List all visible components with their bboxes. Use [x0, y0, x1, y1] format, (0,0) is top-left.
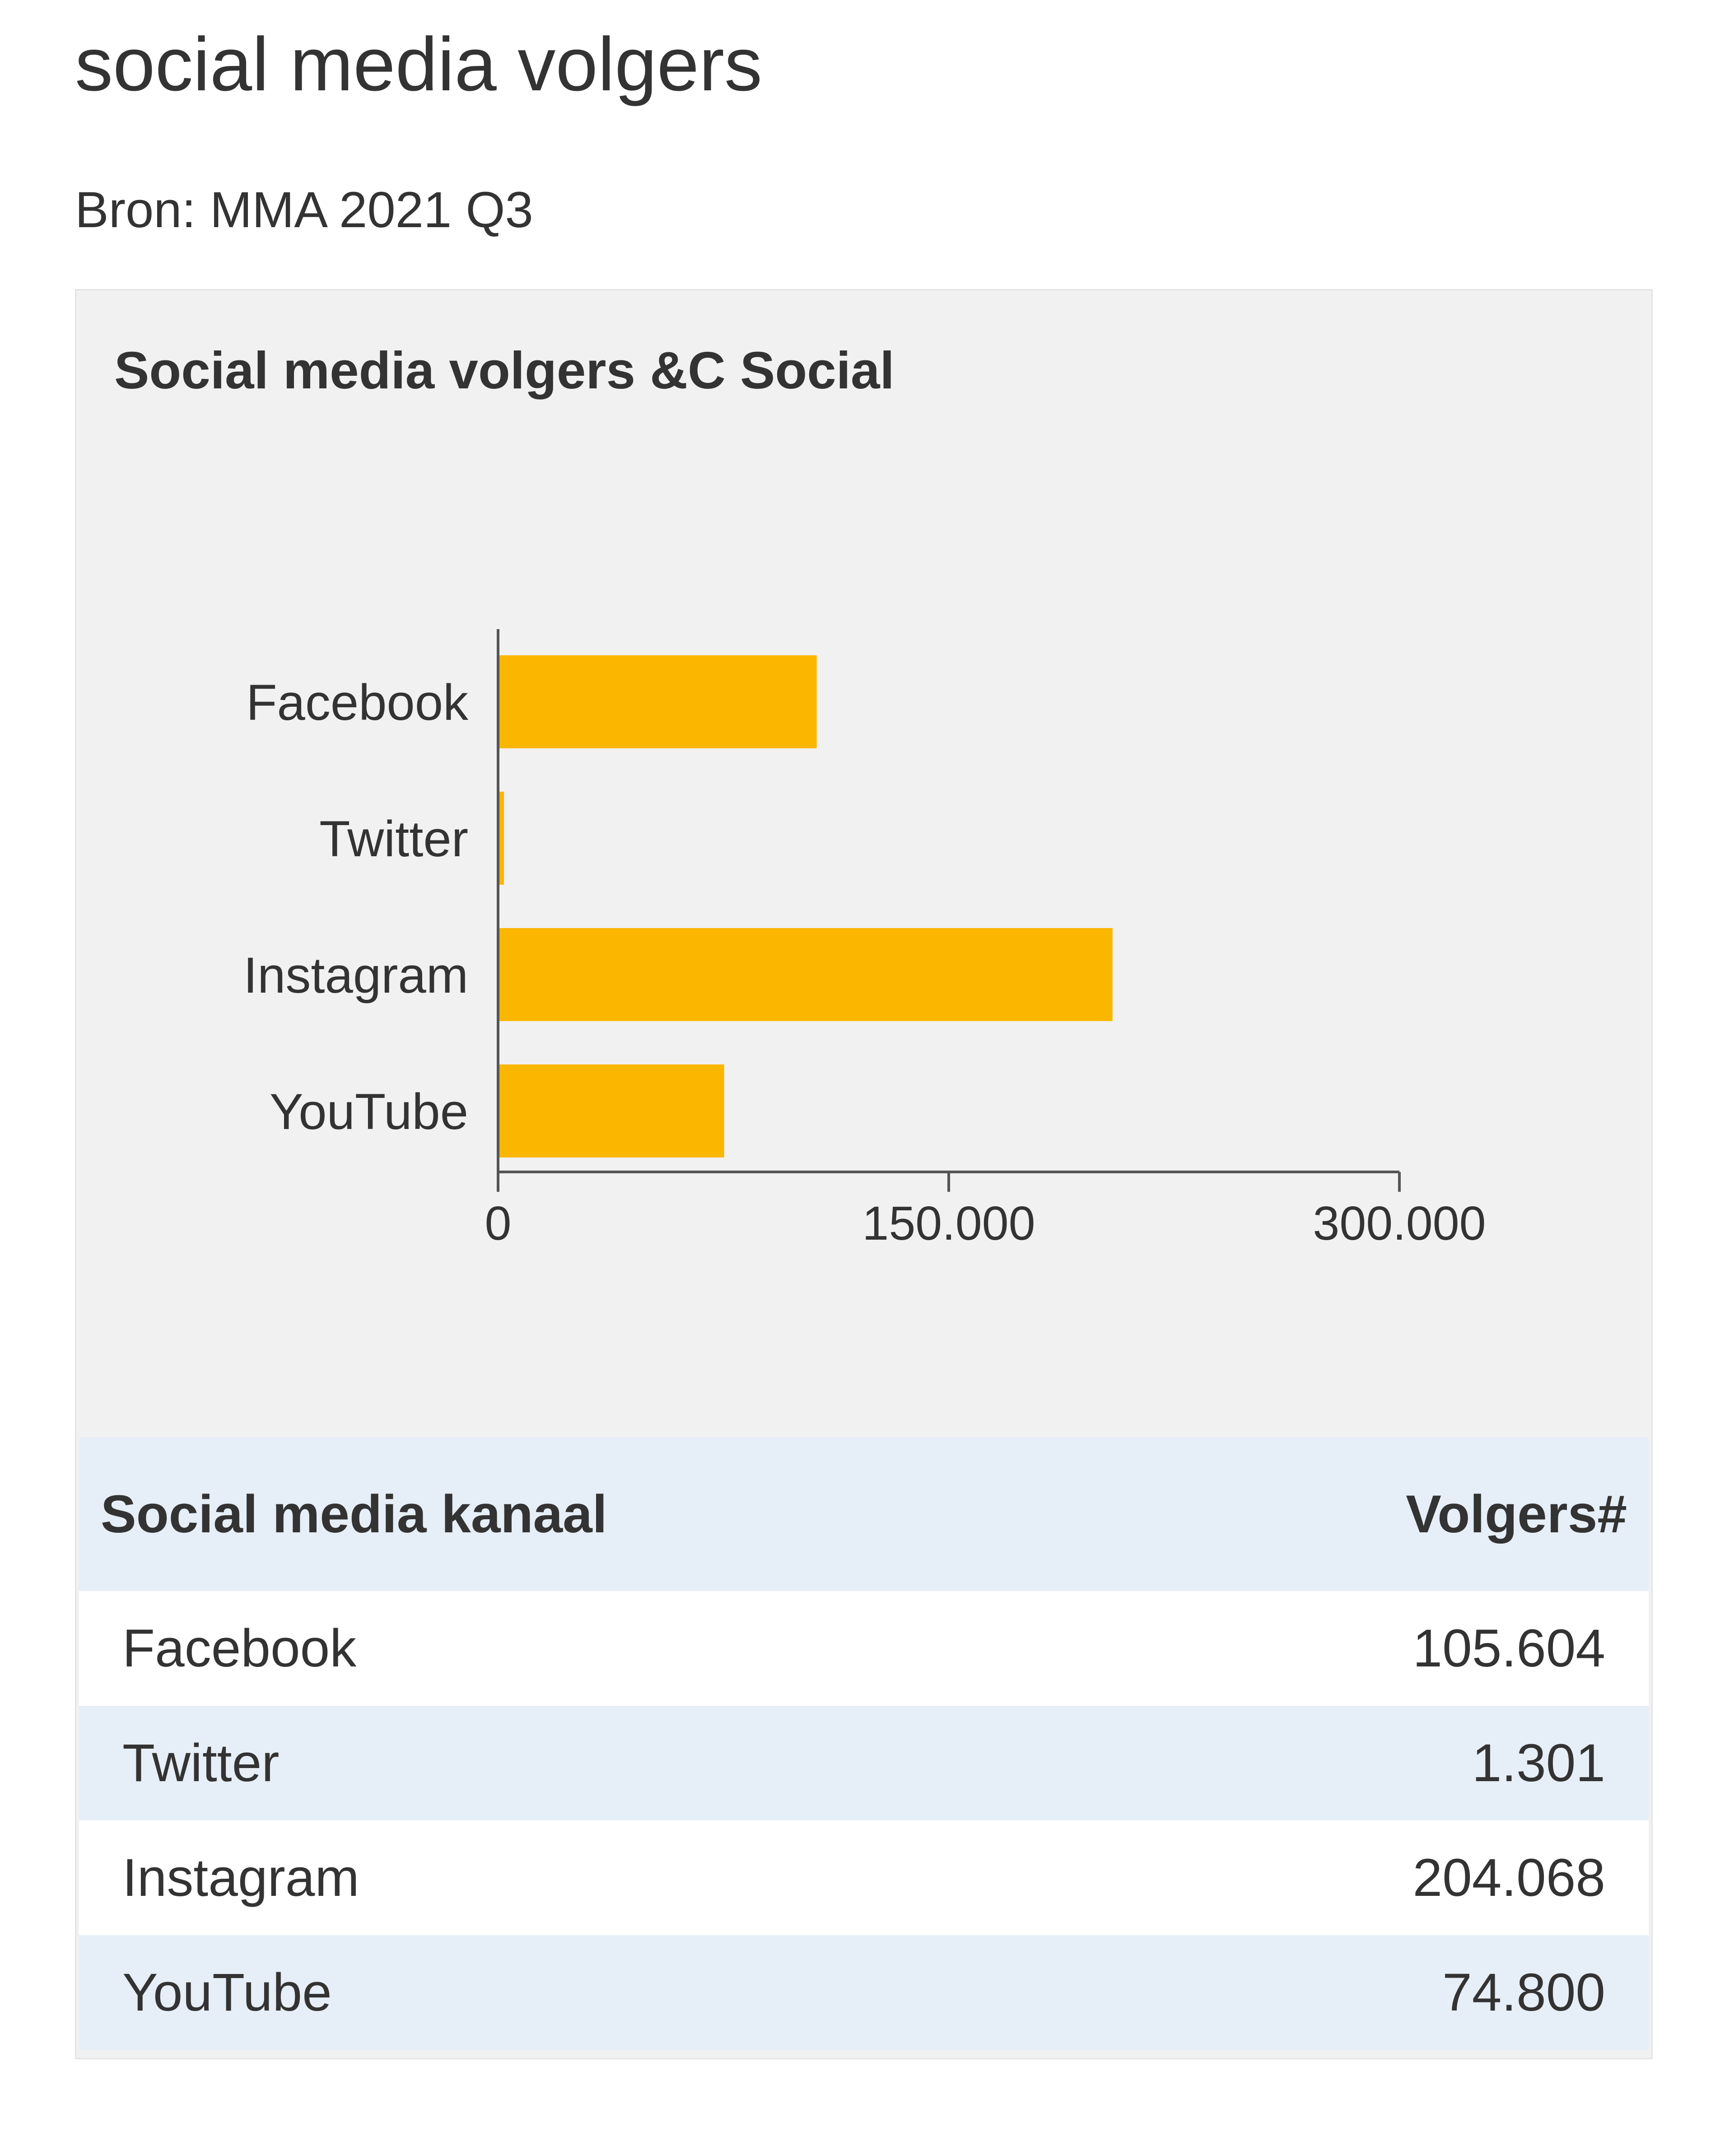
table-cell-channel: Instagram	[79, 1820, 1120, 1935]
bar-instagram	[499, 928, 1113, 1021]
column-header-followers: Volgers#	[1120, 1437, 1649, 1591]
category-label-twitter: Twitter	[319, 811, 468, 867]
table-cell-channel: Facebook	[79, 1591, 1120, 1706]
chart-panel: Social media volgers &C Social Facebook T…	[75, 289, 1653, 2059]
table-row: YouTube 74.800	[79, 1935, 1649, 2050]
source-note: Bron: MMA 2021 Q3	[75, 182, 533, 238]
x-tick-label: 300.000	[1313, 1197, 1486, 1250]
bar-youtube	[499, 1064, 724, 1157]
table-row: Instagram 204.068	[79, 1820, 1649, 1935]
data-table: Social media kanaal Volgers# Facebook 10…	[79, 1437, 1649, 2050]
table-cell-followers: 74.800	[1120, 1935, 1649, 2050]
category-label-facebook: Facebook	[246, 674, 469, 731]
bar-facebook	[499, 655, 817, 748]
chart-title: Social media volgers &C Social	[114, 341, 895, 400]
table-cell-followers: 1.301	[1120, 1706, 1649, 1820]
page-title: social media volgers	[75, 22, 763, 107]
category-label-instagram: Instagram	[243, 947, 468, 1003]
category-label-youtube: YouTube	[270, 1083, 468, 1140]
table-cell-followers: 204.068	[1120, 1820, 1649, 1935]
bar-chart: Facebook Twitter Instagram YouTube 0 150.000 3…	[243, 629, 1486, 1250]
bar-twitter	[499, 792, 504, 885]
table-cell-channel: Twitter	[79, 1706, 1120, 1820]
table-row: Twitter 1.301	[79, 1706, 1649, 1820]
table-row: Facebook 105.604	[79, 1591, 1649, 1706]
x-tick-label: 0	[485, 1197, 512, 1250]
table-cell-channel: YouTube	[79, 1935, 1120, 2050]
table-cell-followers: 105.604	[1120, 1591, 1649, 1706]
column-header-channel: Social media kanaal	[79, 1437, 1120, 1591]
table-header-row: Social media kanaal Volgers#	[79, 1437, 1649, 1591]
x-tick-label: 150.000	[862, 1197, 1035, 1250]
